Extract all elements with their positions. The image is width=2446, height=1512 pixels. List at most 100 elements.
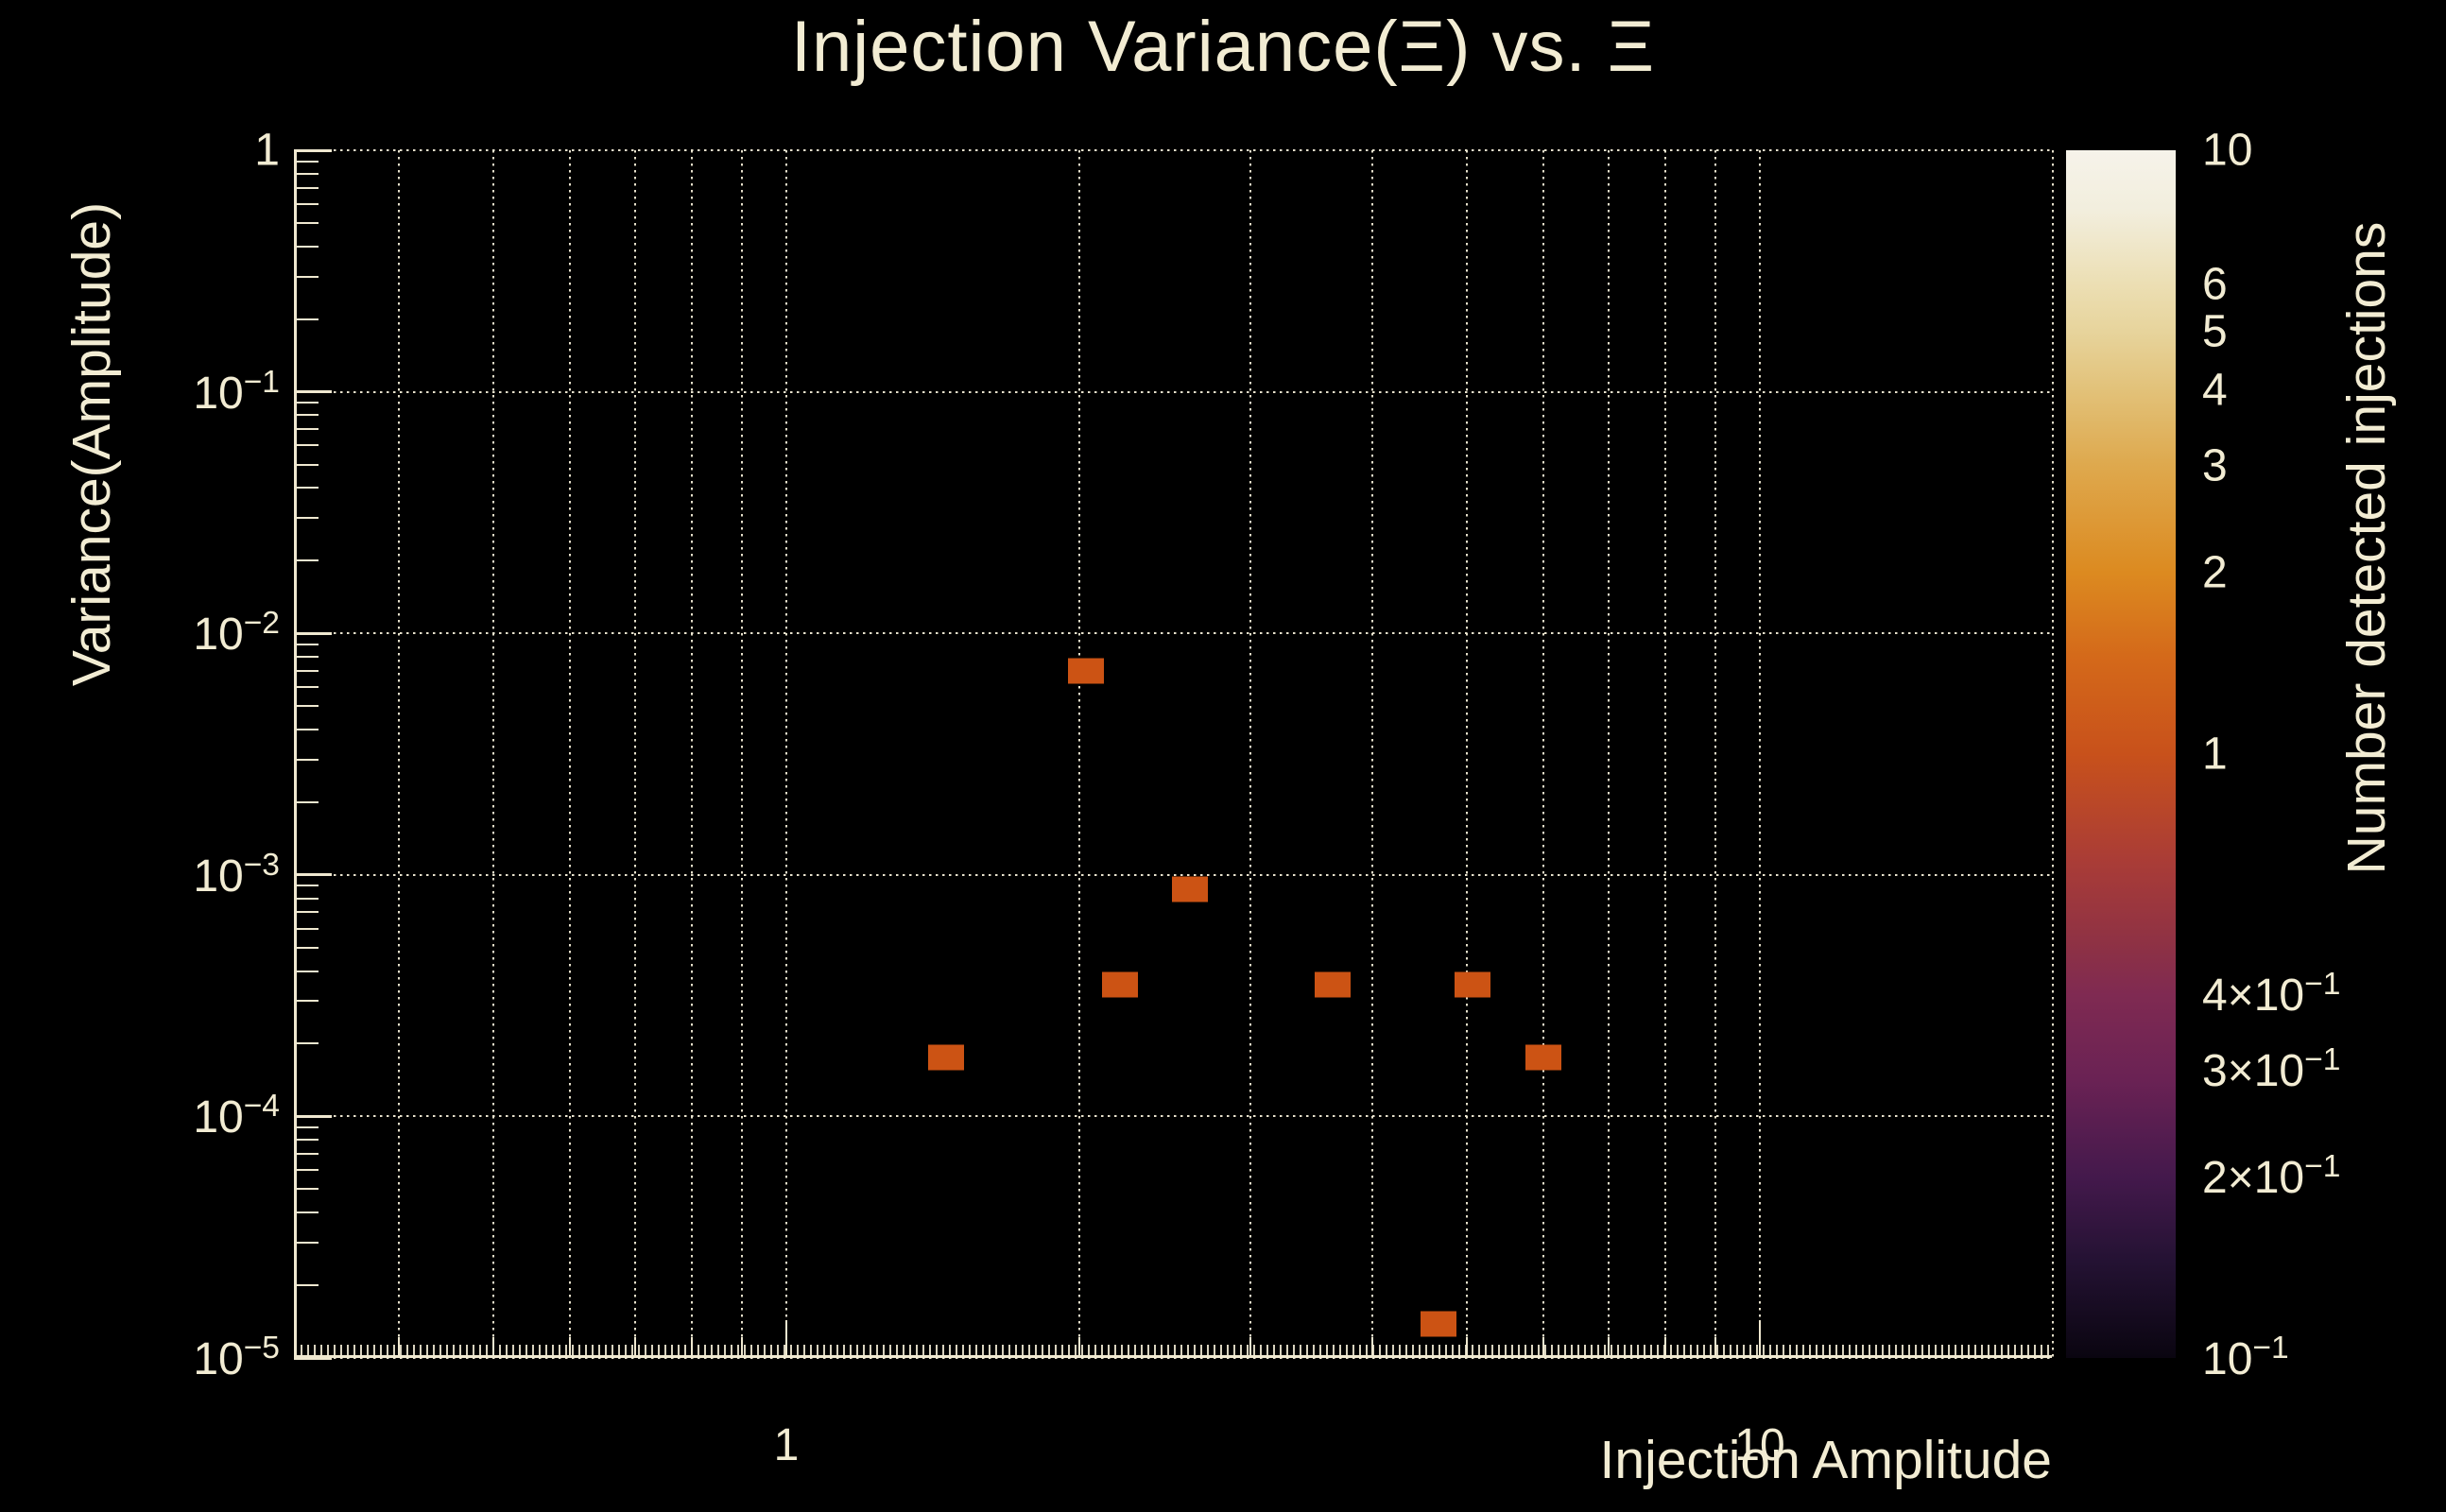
y-tick-label: 10−2	[193, 606, 280, 661]
y-minor-tick	[294, 655, 319, 658]
x-microtick-strip	[294, 1345, 2052, 1356]
y-minor-tick	[294, 685, 319, 688]
y-minor-tick	[294, 1242, 319, 1245]
y-minor-tick	[294, 1211, 319, 1214]
y-major-tick	[294, 148, 332, 152]
colorbar-tick-label: 2	[2202, 547, 2228, 598]
y-gridline	[294, 632, 2052, 635]
x-tick-label: 10	[1734, 1420, 1785, 1470]
y-minor-tick	[294, 1000, 319, 1003]
y-gridline	[294, 1115, 2052, 1118]
y-minor-tick	[294, 463, 319, 466]
y-minor-tick	[294, 221, 319, 224]
x-gridline	[1249, 150, 1252, 1358]
data-point	[1101, 971, 1138, 998]
data-point	[1314, 971, 1351, 998]
y-minor-tick	[294, 414, 319, 417]
x-major-tick	[785, 1320, 787, 1358]
y-minor-tick	[294, 202, 319, 205]
plot-title: Injection Variance(Ξ) vs. Ξ	[790, 7, 1656, 87]
y-minor-tick	[294, 897, 319, 900]
x-gridline	[569, 150, 572, 1358]
y-minor-tick	[294, 911, 319, 914]
x-tick-label: 1	[773, 1420, 800, 1470]
x-gridline	[1465, 150, 1468, 1358]
y-tick-label: 10−1	[193, 364, 280, 419]
colorbar-tick-label: 2×10−1	[2202, 1148, 2341, 1203]
colorbar-tick-label: 10−1	[2202, 1331, 2289, 1384]
y-tick-label: 1	[254, 125, 280, 176]
colorbar-tick-label: 4×10−1	[2202, 967, 2341, 1022]
colorbar-tick-label: 3×10−1	[2202, 1042, 2341, 1097]
y-minor-tick	[294, 402, 319, 404]
y-major-tick	[294, 1114, 332, 1118]
y-minor-tick	[294, 559, 319, 562]
y-tick-label: 10−5	[193, 1331, 280, 1384]
data-point	[1455, 971, 1491, 998]
data-point	[928, 1044, 965, 1071]
y-major-tick	[294, 390, 332, 394]
x-gridline	[491, 150, 494, 1358]
y-minor-tick	[294, 517, 319, 520]
colorbar-tick-label: 1	[2202, 729, 2228, 780]
x-major-tick	[1759, 1320, 1761, 1358]
x-gridline	[398, 150, 401, 1358]
y-minor-tick	[294, 643, 319, 645]
y-gridline	[294, 873, 2052, 876]
y-minor-tick	[294, 800, 319, 803]
x-gridline	[634, 150, 637, 1358]
y-minor-tick	[294, 728, 319, 730]
y-minor-tick	[294, 160, 319, 163]
y-minor-tick	[294, 927, 319, 930]
x-gridline	[785, 150, 787, 1358]
data-point	[1421, 1311, 1457, 1337]
data-point	[1172, 876, 1209, 902]
y-minor-tick	[294, 186, 319, 189]
y-minor-tick	[294, 245, 319, 248]
y-minor-tick	[294, 318, 319, 320]
colorbar-tick-label: 4	[2202, 365, 2228, 416]
y-gridline	[294, 390, 2052, 393]
y-minor-tick	[294, 1169, 319, 1172]
x-gridline	[691, 150, 694, 1358]
x-axis-title: Injection Amplitude	[1599, 1430, 2052, 1490]
y-tick-label: 10−3	[193, 847, 280, 902]
x-gridline	[1664, 150, 1667, 1358]
x-gridline	[1542, 150, 1545, 1358]
y-minor-tick	[294, 758, 319, 761]
y-minor-tick	[294, 1139, 319, 1142]
y-minor-tick	[294, 669, 319, 672]
y-minor-tick	[294, 1126, 319, 1129]
y-minor-tick	[294, 1188, 319, 1191]
y-minor-tick	[294, 444, 319, 447]
y-axis-title: Variance(Amplitude)	[61, 201, 122, 687]
y-gridline	[294, 149, 2052, 151]
x-gridline	[1078, 150, 1081, 1358]
y-minor-tick	[294, 885, 319, 887]
y-minor-tick	[294, 705, 319, 708]
data-point	[1067, 658, 1104, 684]
colorbar	[2066, 150, 2176, 1358]
colorbar-tick-label: 6	[2202, 259, 2228, 310]
y-major-tick	[294, 631, 332, 635]
y-tick-label: 10−4	[193, 1089, 280, 1143]
y-major-tick	[294, 1356, 332, 1360]
y-minor-tick	[294, 487, 319, 490]
x-gridline	[1759, 150, 1761, 1358]
y-minor-tick	[294, 275, 319, 278]
x-gridline	[1714, 150, 1716, 1358]
y-minor-tick	[294, 172, 319, 175]
colorbar-tick-label: 10	[2202, 125, 2253, 176]
y-minor-tick	[294, 970, 319, 972]
x-gridline	[1608, 150, 1611, 1358]
y-gridline	[294, 1357, 2052, 1359]
y-minor-tick	[294, 1042, 319, 1045]
y-minor-tick	[294, 1152, 319, 1155]
data-point	[1524, 1044, 1561, 1071]
y-minor-tick	[294, 946, 319, 949]
x-gridline	[1371, 150, 1374, 1358]
colorbar-title: Number detected injections	[2336, 221, 2397, 875]
plot-frame	[294, 150, 2052, 1358]
colorbar-tick-label: 5	[2202, 306, 2228, 357]
